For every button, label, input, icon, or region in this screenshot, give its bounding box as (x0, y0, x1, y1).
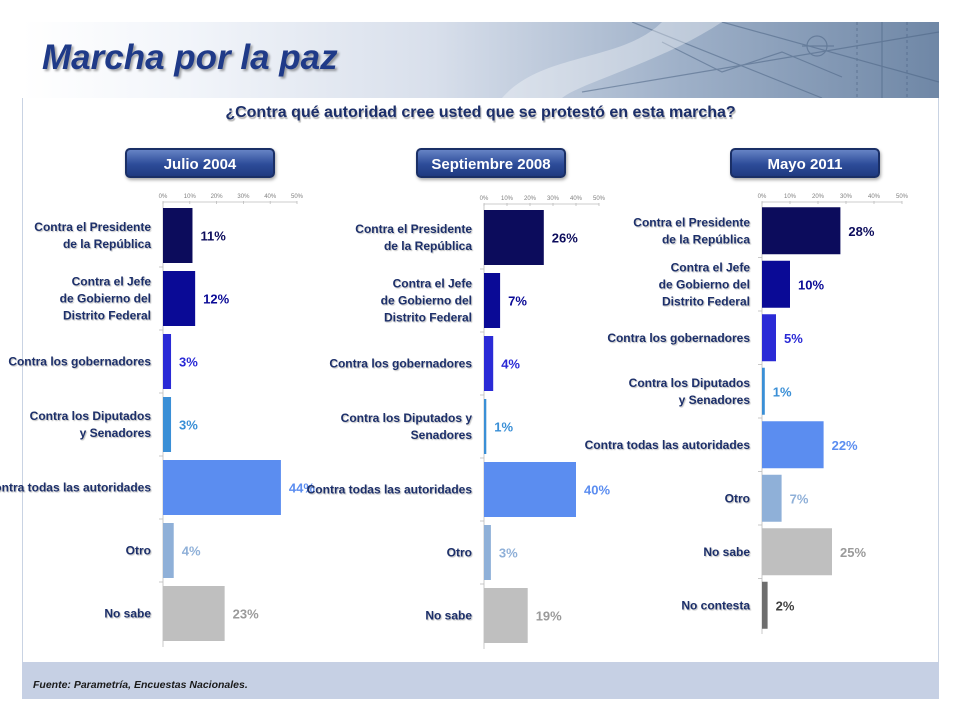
category-label: Contra los gobernadores (329, 357, 472, 371)
category-label: Contra el Jefe de Gobierno del Distrito Fe… (659, 260, 751, 308)
category-label: No contesta (681, 598, 750, 612)
bar (484, 462, 576, 517)
footer-band (22, 662, 939, 699)
bar (163, 334, 172, 389)
data-label: 7% (790, 491, 809, 506)
bar (762, 367, 765, 415)
bar (484, 399, 487, 454)
tick-label: 0% (758, 194, 767, 200)
tick-label: 10% (501, 196, 514, 202)
bar (163, 523, 174, 578)
data-label: 26% (552, 231, 578, 246)
data-label: 7% (508, 294, 527, 309)
data-label: 40% (584, 483, 610, 498)
data-label: 28% (848, 224, 874, 239)
category-label: Contra los Diputados y Senadores (30, 409, 152, 440)
slide-title: Marcha por la paz (42, 38, 338, 77)
category-label: No sabe (425, 609, 472, 623)
bar (163, 397, 172, 452)
tick-label: 30% (547, 196, 560, 202)
tick-label: 50% (593, 196, 606, 202)
bar (762, 581, 768, 629)
tick-label: 40% (570, 196, 583, 202)
bar (484, 336, 494, 391)
category-label: No sabe (104, 607, 151, 621)
data-label: 3% (499, 546, 518, 561)
data-label: 4% (182, 544, 201, 559)
bar (163, 586, 225, 641)
tick-label: 10% (184, 194, 197, 200)
category-label: Contra el Jefe de Gobierno del Distrito Fe… (60, 275, 152, 323)
category-label: Contra los gobernadores (8, 355, 151, 369)
period-pill-3: Mayo 2011 (730, 148, 880, 178)
category-label: Contra todas las autoridades (585, 438, 751, 452)
data-label: 1% (494, 420, 513, 435)
data-label: 11% (200, 229, 226, 244)
period-pill-2: Septiembre 2008 (416, 148, 566, 178)
data-label: 3% (179, 355, 198, 370)
tick-label: 40% (264, 194, 277, 200)
period-pill-1: Julio 2004 (125, 148, 275, 178)
bar (484, 210, 544, 265)
bar-chart-septiembre-2008: 0% 10% 20% 30% 40% 50% 26% Contra el Presidente… (307, 196, 610, 649)
bar-chart-mayo-2011: 0% 10% 20% 30% 40% 50% 28% Contra el Presidente… (585, 194, 909, 634)
category-label: Otro (725, 491, 750, 505)
category-label: Contra todas las autoridades (0, 481, 151, 495)
category-label: No sabe (703, 545, 750, 559)
data-label: 23% (233, 607, 259, 622)
bar (484, 588, 528, 643)
tick-label: 20% (524, 196, 537, 202)
bar (762, 421, 824, 469)
category-label: Otro (126, 544, 151, 558)
bar (762, 314, 776, 362)
bar (163, 208, 193, 263)
data-label: 5% (784, 331, 803, 346)
category-label: Contra el Presidente de la República (355, 222, 472, 253)
subtitle: ¿Contra qué autoridad cree usted que se … (225, 104, 736, 121)
data-label: 1% (773, 384, 792, 399)
data-label: 25% (840, 545, 866, 560)
tick-label: 30% (237, 194, 250, 200)
tick-label: 50% (291, 194, 304, 200)
data-label: 44% (289, 481, 315, 496)
category-label: Contra los Diputados y Senadores (629, 376, 751, 407)
tick-label: 10% (784, 194, 797, 200)
bar (762, 474, 782, 522)
category-label: Contra los Diputados y Senadores (341, 411, 473, 442)
tick-label: 20% (812, 194, 825, 200)
data-label: 12% (203, 292, 229, 307)
bar (163, 460, 281, 515)
data-label: 10% (798, 277, 824, 292)
data-label: 22% (832, 438, 858, 453)
tick-label: 40% (868, 194, 881, 200)
bar (762, 528, 832, 576)
source-note: Fuente: Parametría, Encuestas Nacionales… (33, 679, 248, 691)
header-banner (22, 22, 939, 98)
category-label: Contra el Presidente de la República (633, 215, 750, 246)
bar (484, 525, 491, 580)
bar (484, 273, 501, 328)
category-label: Contra el Jefe de Gobierno del Distrito Fe… (381, 277, 473, 325)
data-label: 4% (501, 357, 520, 372)
tick-label: 0% (480, 196, 489, 202)
bar (163, 271, 196, 326)
tick-label: 30% (840, 194, 853, 200)
bar-chart-julio-2004: 0% 10% 20% 30% 40% 50% 11% Contra el Presidente… (0, 194, 315, 647)
banner-decoration (502, 22, 939, 98)
bar (762, 207, 841, 255)
category-label: Contra todas las autoridades (307, 483, 473, 497)
tick-label: 50% (896, 194, 909, 200)
category-label: Contra el Presidente de la República (34, 220, 151, 251)
data-label: 2% (776, 598, 795, 613)
tick-label: 20% (211, 194, 224, 200)
bar (762, 260, 790, 308)
tick-label: 0% (159, 194, 168, 200)
data-label: 3% (179, 418, 198, 433)
category-label: Otro (447, 546, 472, 560)
data-label: 19% (536, 609, 562, 624)
category-label: Contra los gobernadores (607, 331, 750, 345)
